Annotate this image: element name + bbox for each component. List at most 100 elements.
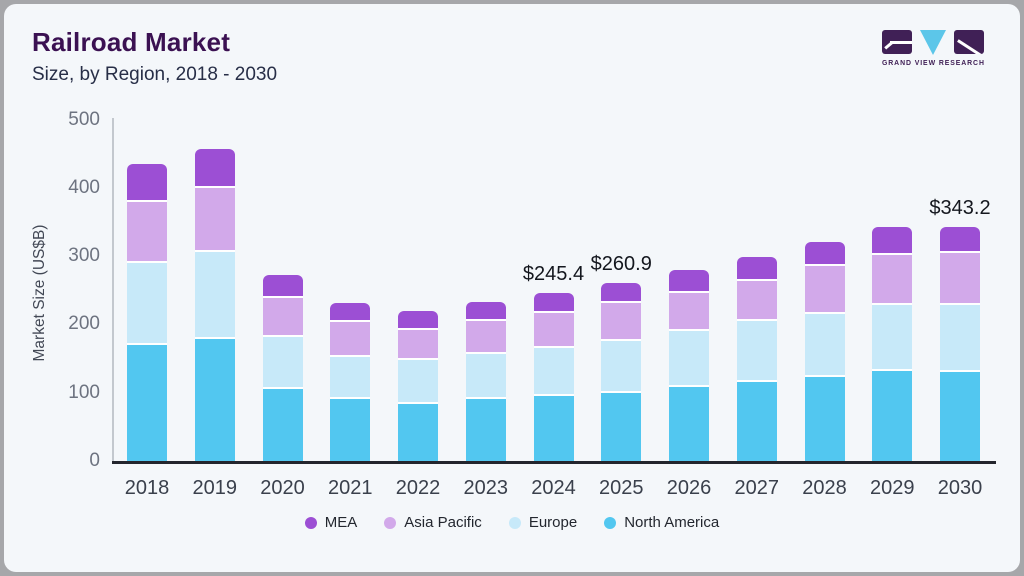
bar-segment-mea: [194, 148, 235, 188]
bar-segment-asia-pacific: [669, 292, 709, 331]
stacked-bar-2020: [262, 275, 303, 461]
y-tick-label: 300: [68, 245, 100, 267]
bar-segment-mea: [330, 303, 371, 323]
legend-dot-icon: [508, 516, 521, 529]
x-axis-label-2027: 2027: [734, 477, 780, 499]
y-tick-label: 500: [68, 108, 100, 130]
x-axis-label-2030: 2030: [937, 477, 983, 499]
bar-segment-europe: [736, 320, 777, 383]
bar-segment-europe: [533, 348, 574, 397]
report-card: Railroad Market Size, by Region, 2018 - …: [4, 4, 1020, 572]
bar-segment-europe: [940, 305, 980, 372]
bar-segment-north-america: [398, 403, 438, 461]
logo-glyphs: [882, 30, 984, 56]
legend-label: Asia Pacific: [404, 514, 482, 531]
y-tick-label: 400: [68, 176, 100, 198]
stacked-bar-2023: [465, 301, 506, 461]
bar-segment-north-america: [465, 398, 506, 461]
stacked-bar-2029: [872, 227, 913, 461]
bar-segment-north-america: [262, 388, 303, 461]
stacked-bar-2025: [601, 282, 642, 461]
value-label-2024: $245.4: [522, 263, 585, 286]
bar-segment-europe: [669, 330, 709, 388]
bar-segment-asia-pacific: [465, 320, 506, 355]
y-tick-label: 0: [89, 450, 100, 471]
bar-segment-north-america: [194, 338, 235, 461]
legend-item-mea: MEA: [304, 514, 358, 531]
bar-segment-europe: [872, 304, 913, 372]
y-axis-line: [111, 117, 114, 461]
legend-item-asia-pacific: Asia Pacific: [384, 514, 482, 531]
grand-view-research-logo: GRAND VIEW RESEARCH: [882, 30, 984, 67]
x-axis-label-2018: 2018: [124, 477, 170, 499]
bar-segment-asia-pacific: [601, 303, 642, 341]
logo-v-triangle-icon: [920, 30, 946, 55]
bar-segment-north-america: [330, 398, 371, 461]
bar-segment-mea: [669, 269, 709, 293]
logo-r-block: [954, 30, 984, 54]
stacked-bar-2026: [669, 269, 709, 461]
bar-segment-asia-pacific: [330, 322, 371, 358]
bar-segment-north-america: [872, 371, 913, 461]
bar-segment-europe: [804, 314, 845, 377]
stacked-bar-2030: [940, 226, 980, 461]
y-axis-title: Market Size (US$B): [31, 224, 48, 362]
bar-segment-europe: [194, 251, 235, 339]
stacked-bar-2024: [533, 293, 574, 461]
x-axis-label-2026: 2026: [666, 477, 712, 499]
bar-segment-asia-pacific: [533, 312, 574, 349]
x-axis-label-2022: 2022: [395, 477, 441, 499]
bar-segment-asia-pacific: [736, 281, 777, 321]
chart-legend: MEA Asia Pacific Europe North America: [4, 514, 1020, 531]
bar-segment-north-america: [940, 371, 980, 461]
bar-segment-europe: [465, 354, 506, 399]
bar-segment-europe: [601, 340, 642, 393]
bar-segment-mea: [465, 301, 506, 321]
stacked-bar-2018: [127, 163, 167, 461]
bar-segment-asia-pacific: [398, 329, 438, 360]
bar-segment-asia-pacific: [804, 266, 845, 315]
bar-segment-asia-pacific: [127, 202, 167, 263]
bar-segment-europe: [398, 359, 438, 404]
bar-segment-mea: [736, 256, 777, 282]
bar-segment-mea: [262, 275, 303, 299]
x-axis-label-2028: 2028: [802, 477, 847, 499]
bar-segment-north-america: [669, 387, 709, 461]
bar-segment-north-america: [127, 344, 167, 461]
legend-label: MEA: [324, 514, 358, 531]
value-label-2030: $343.2: [929, 196, 991, 219]
logo-g-block: [882, 30, 912, 54]
bar-segment-asia-pacific: [940, 253, 980, 306]
legend-label: North America: [624, 514, 720, 531]
bar-segment-asia-pacific: [194, 187, 235, 252]
x-axis-label-2025: 2025: [599, 477, 644, 499]
bar-segment-north-america: [736, 382, 777, 461]
page-title: Railroad Market: [32, 27, 231, 57]
bar-segment-mea: [940, 226, 980, 254]
stacked-bar-2028: [804, 242, 845, 461]
bar-segment-mea: [804, 242, 845, 267]
bar-segment-north-america: [601, 392, 642, 461]
bar-segment-mea: [533, 293, 574, 313]
stacked-bar-2022: [398, 311, 438, 461]
legend-item-north-america: North America: [604, 514, 719, 531]
value-label-2025: $260.9: [590, 252, 652, 275]
legend-dot-icon: [384, 516, 397, 529]
bar-segment-asia-pacific: [262, 298, 303, 337]
bar-segment-mea: [127, 163, 167, 203]
x-axis-label-2029: 2029: [870, 477, 915, 499]
stacked-bar-2019: [194, 148, 235, 461]
bar-segment-north-america: [533, 396, 574, 461]
legend-dot-icon: [604, 516, 617, 529]
legend-item-europe: Europe: [508, 514, 578, 531]
x-axis-label-2020: 2020: [260, 477, 305, 499]
bar-segment-europe: [262, 336, 303, 389]
bar-segment-mea: [601, 282, 642, 304]
x-axis-label-2019: 2019: [192, 477, 238, 499]
bar-segment-north-america: [804, 376, 845, 461]
legend-label: Europe: [528, 514, 578, 531]
legend-dot-icon: [304, 516, 317, 529]
x-axis-line: [111, 461, 996, 464]
page-subtitle: Size, by Region, 2018 - 2030: [32, 64, 278, 85]
x-axis-label-2024: 2024: [531, 477, 576, 499]
